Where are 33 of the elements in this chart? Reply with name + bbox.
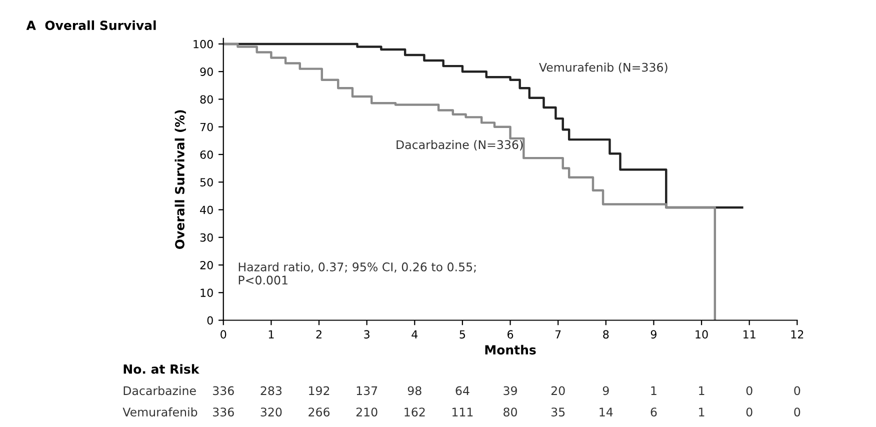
y-tick-label: 90 (200, 68, 213, 76)
series-label: Vemurafenib (N=336) (539, 62, 668, 74)
x-tick-label: 10 (696, 330, 708, 339)
annotation: Hazard ratio, 0.37; 95% CI, 0.26 to 0.55; P<0.001 (238, 262, 476, 285)
text: Dacarbazine 336 283 192 137 98 64 39 20 9 1 1 0 0 (124, 386, 800, 396)
y-tick-label: 10 (200, 288, 213, 297)
x-tick-label: 3 (364, 330, 370, 339)
x-tick-label: 2 (316, 330, 322, 338)
x-tick-label: 4 (412, 330, 418, 338)
y-tick-label: 70 (200, 122, 213, 132)
y-tick-label: 40 (200, 206, 213, 214)
x-tick-label: 6 (508, 330, 514, 339)
text: No. at Risk (124, 364, 200, 374)
y-axis-title: Overall Survival (%) (174, 110, 186, 249)
x-tick-label: 1 (268, 330, 274, 338)
x-tick-label: 7 (555, 330, 561, 338)
x-tick-label: 9 (650, 330, 656, 339)
x-tick-label: 11 (743, 330, 756, 338)
x-tick-label: 12 (791, 330, 804, 338)
y-tick-label: 100 (194, 40, 213, 48)
y-tick-label: 30 (200, 233, 213, 242)
y-tick-label: 60 (200, 150, 213, 159)
text: A Overall Survival (26, 20, 156, 30)
x-tick-label: 5 (460, 330, 466, 339)
series-label: Dacarbazine (N=336) (396, 140, 523, 151)
y-tick-label: 50 (200, 178, 213, 186)
y-tick-label: 20 (200, 260, 213, 270)
x-tick-label: 0 (220, 330, 226, 339)
text: Vemurafenib 336 320 266 210 162 111 80 35 14 6 1 0 0 (122, 407, 800, 416)
y-tick-label: 0 (207, 316, 213, 325)
y-tick-label: 80 (200, 95, 213, 104)
x-tick-label: 8 (603, 330, 609, 339)
x-axis-title: Months (485, 344, 536, 355)
